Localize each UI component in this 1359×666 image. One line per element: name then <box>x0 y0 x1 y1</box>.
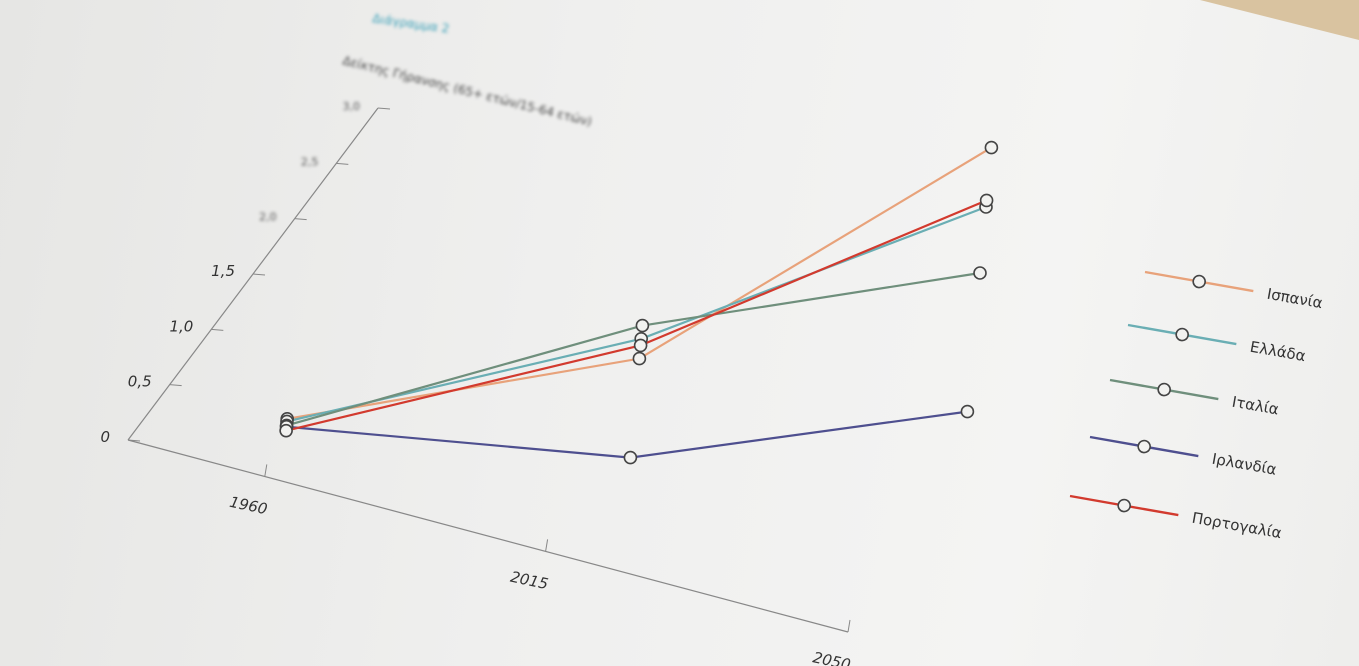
data-point <box>623 450 638 465</box>
data-point <box>635 318 650 333</box>
data-point <box>960 404 975 419</box>
x-tick-mark <box>847 619 851 633</box>
data-point <box>973 266 987 280</box>
series-lines <box>279 140 999 465</box>
x-axis-ticks: 1960 2015 2050 <box>228 464 852 666</box>
legend-marker <box>1117 498 1131 513</box>
legend-marker <box>1137 439 1151 454</box>
legend-item: Πορτογαλία <box>1069 494 1284 543</box>
legend-label: Πορτογαλία <box>1191 509 1284 543</box>
y-tick-label: 0,5 <box>128 373 152 391</box>
y-tick-mark <box>169 384 182 387</box>
y-tick-label: 1,5 <box>211 262 235 280</box>
series-line <box>286 410 968 459</box>
x-tick-label: 2050 <box>811 648 852 666</box>
data-point <box>984 140 999 155</box>
chart-subtitle: Δείκτης Γήρανσης (65+ ετών/15-64 ετών) <box>341 53 593 129</box>
legend-item: Ελλάδα <box>1127 323 1308 366</box>
y-tick-mark <box>127 439 141 442</box>
y-tick-mark <box>377 107 391 110</box>
y-axis-ticks: 0 0,5 1,0 1,5 2,0 2,5 3,0 <box>100 100 391 446</box>
x-tick-mark <box>264 464 268 477</box>
x-tick-label: 1960 <box>228 493 269 519</box>
y-tick-label: 0 <box>100 428 110 446</box>
y-tick-mark <box>294 218 307 221</box>
y-tick-mark <box>211 328 224 331</box>
y-tick-label: 1,0 <box>169 317 193 335</box>
series-line <box>286 271 981 427</box>
legend-marker <box>1157 382 1171 397</box>
legend-marker <box>1192 274 1206 289</box>
y-tick-label: 3,0 <box>343 100 361 113</box>
legend-item: Ιρλανδία <box>1089 435 1278 479</box>
chart-title: Διάγραμμα 2 <box>372 11 451 36</box>
legend-item: Ιταλία <box>1109 378 1281 419</box>
series-line <box>286 205 987 423</box>
y-tick-mark <box>252 273 266 276</box>
x-tick-mark <box>545 539 549 552</box>
x-axis-line <box>127 439 849 633</box>
y-tick-label: 2,5 <box>301 155 319 168</box>
y-tick-mark <box>336 162 349 165</box>
legend-item: Ισπανία <box>1144 270 1325 313</box>
legend-label: Ιταλία <box>1231 393 1281 419</box>
data-point <box>979 193 994 208</box>
data-point <box>633 338 648 353</box>
legend-label: Ισπανία <box>1266 285 1325 313</box>
y-tick-label: 2,0 <box>259 211 277 224</box>
data-point <box>632 351 647 366</box>
x-tick-label: 2015 <box>509 568 550 594</box>
legend-label: Ιρλανδία <box>1211 450 1278 479</box>
legend-marker <box>1175 327 1189 342</box>
legend-label: Ελλάδα <box>1249 338 1308 366</box>
data-point <box>279 423 293 438</box>
legend: Ισπανία Ελλάδα Ιταλία Ιρλανδία Πορτογαλία <box>1069 270 1325 543</box>
series-line <box>287 146 992 420</box>
